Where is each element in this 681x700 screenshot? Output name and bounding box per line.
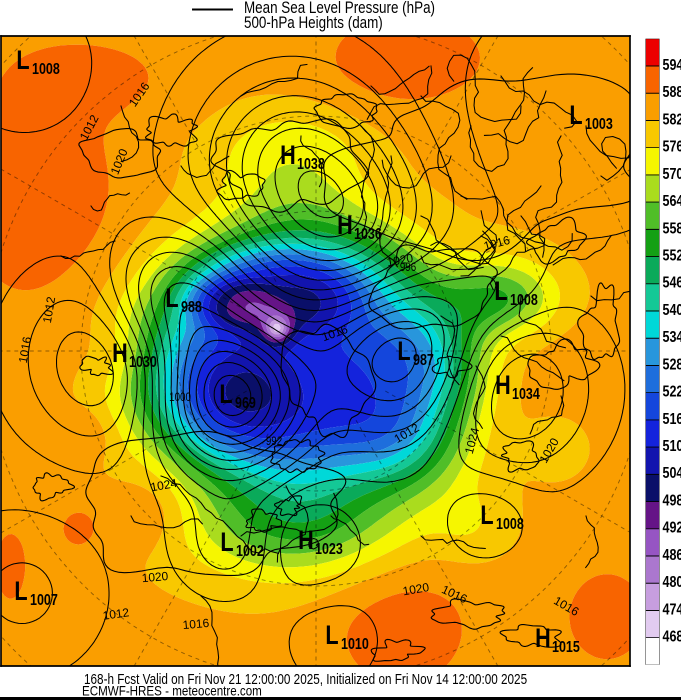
- svg-text:1016: 1016: [182, 616, 210, 632]
- svg-text:1038: 1038: [297, 155, 325, 172]
- svg-text:1008: 1008: [32, 60, 60, 77]
- svg-text:1034: 1034: [512, 385, 540, 402]
- svg-text:1002: 1002: [236, 542, 264, 559]
- svg-text:1008: 1008: [510, 291, 538, 308]
- svg-text:H: H: [535, 624, 551, 654]
- svg-text:1024: 1024: [462, 426, 482, 456]
- svg-text:510: 510: [663, 437, 681, 454]
- svg-text:582: 582: [663, 110, 681, 127]
- svg-text:L: L: [480, 501, 493, 531]
- svg-text:988: 988: [181, 298, 202, 315]
- svg-text:468: 468: [663, 627, 681, 644]
- svg-text:1023: 1023: [315, 540, 343, 557]
- svg-text:1030: 1030: [129, 353, 157, 370]
- svg-text:480: 480: [663, 573, 681, 590]
- svg-text:1024: 1024: [149, 476, 178, 494]
- svg-text:L: L: [219, 380, 232, 410]
- svg-text:540: 540: [663, 301, 681, 318]
- svg-text:1008: 1008: [496, 515, 524, 532]
- svg-text:1020: 1020: [141, 569, 169, 585]
- svg-text:H: H: [495, 371, 511, 401]
- svg-text:Mean Sea Level Pressure (hPa): Mean Sea Level Pressure (hPa): [244, 0, 435, 17]
- svg-text:1012: 1012: [40, 295, 58, 324]
- svg-text:528: 528: [663, 355, 681, 372]
- svg-text:L: L: [494, 277, 507, 307]
- svg-text:492: 492: [663, 518, 681, 535]
- svg-text:558: 558: [663, 219, 681, 236]
- svg-text:1003: 1003: [585, 115, 613, 132]
- svg-text:987: 987: [413, 351, 434, 368]
- svg-text:552: 552: [663, 246, 681, 263]
- svg-text:168-h Fcst Valid on Fri Nov 21: 168-h Fcst Valid on Fri Nov 21 12:00:00 …: [84, 671, 527, 687]
- svg-text:498: 498: [663, 491, 681, 508]
- svg-text:1016: 1016: [482, 233, 512, 253]
- svg-text:L: L: [397, 337, 410, 367]
- svg-text:L: L: [16, 46, 29, 76]
- svg-text:1020: 1020: [386, 251, 415, 269]
- svg-text:1036: 1036: [354, 225, 382, 242]
- svg-text:1015: 1015: [552, 638, 580, 655]
- svg-text:546: 546: [663, 273, 681, 290]
- svg-text:516: 516: [663, 410, 681, 427]
- svg-text:L: L: [569, 101, 582, 131]
- svg-text:996: 996: [400, 261, 416, 274]
- svg-text:969: 969: [235, 394, 256, 411]
- svg-text:564: 564: [663, 192, 681, 209]
- svg-text:1012: 1012: [102, 605, 131, 623]
- svg-text:L: L: [220, 528, 233, 558]
- svg-text:1010: 1010: [341, 635, 369, 652]
- svg-text:ECMWF-HRES - meteocentre.com: ECMWF-HRES - meteocentre.com: [82, 683, 262, 699]
- svg-text:1016: 1016: [16, 335, 34, 364]
- svg-text:1020: 1020: [402, 580, 431, 598]
- svg-text:534: 534: [663, 328, 681, 345]
- svg-text:H: H: [298, 526, 314, 556]
- svg-text:570: 570: [663, 165, 681, 182]
- svg-text:474: 474: [663, 600, 681, 617]
- svg-text:576: 576: [663, 137, 681, 154]
- svg-text:L: L: [165, 284, 178, 314]
- svg-text:1000: 1000: [169, 391, 191, 404]
- svg-text:992: 992: [266, 435, 282, 448]
- svg-text:522: 522: [663, 382, 681, 399]
- svg-text:L: L: [325, 621, 338, 651]
- svg-text:L: L: [14, 577, 27, 607]
- svg-text:1007: 1007: [30, 591, 58, 608]
- svg-text:588: 588: [663, 83, 681, 100]
- svg-text:H: H: [337, 211, 353, 241]
- svg-text:500-hPa Heights (dam): 500-hPa Heights (dam): [244, 14, 383, 33]
- svg-text:H: H: [280, 141, 296, 171]
- svg-text:H: H: [112, 339, 128, 369]
- svg-text:486: 486: [663, 546, 681, 563]
- svg-text:594: 594: [663, 56, 681, 73]
- svg-text:504: 504: [663, 464, 681, 481]
